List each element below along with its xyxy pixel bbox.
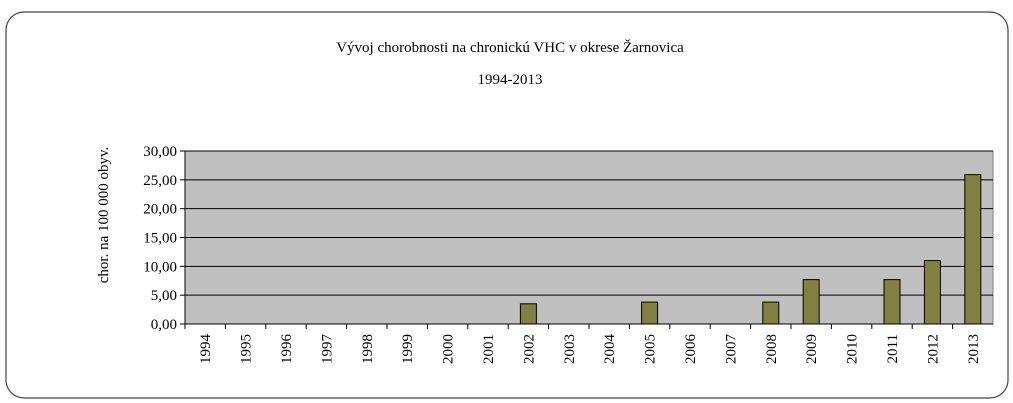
bar [519,303,537,325]
x-tick-label: 2002 [521,334,537,364]
x-tick-label: 2007 [723,334,739,365]
x-tick-label: 1994 [198,334,214,365]
y-tick-label: 20,00 [143,202,177,218]
x-tick-label: 2005 [643,334,659,364]
x-tick-label: 2013 [966,334,982,364]
x-tick-label: 2004 [602,334,618,365]
x-tick-label: 2006 [683,334,699,365]
x-tick-label: 1996 [279,334,295,365]
y-axis-label: chor. na 100 000 obyv. [96,147,112,284]
x-tick-label: 2008 [764,334,780,364]
chart-title: Vývoj chorobnosti na chronickú VHC v okr… [336,39,684,56]
bar [964,174,982,325]
chart-subtitle: 1994-2013 [478,72,543,88]
bar [883,279,901,325]
x-tick-label: 2010 [845,334,861,364]
x-tick-label: 1999 [400,334,416,364]
x-tick-label: 2011 [885,334,901,363]
x-tick-label: 1995 [239,334,255,364]
bar [802,279,820,325]
x-tick-label: 2003 [562,334,578,364]
y-tick-label: 15,00 [143,231,177,247]
bar [923,260,941,325]
y-tick-label: 0,00 [151,317,177,333]
x-tick-label: 1998 [360,334,376,364]
x-tick-label: 2001 [481,334,497,364]
y-tick-label: 25,00 [143,173,177,189]
y-tick-label: 10,00 [143,259,177,275]
x-tick-label: 2009 [804,334,820,364]
x-tick-label: 2000 [441,334,457,364]
x-tick-label: 2012 [925,334,941,364]
bar [641,301,659,325]
y-tick-label: 5,00 [151,288,177,304]
x-tick-label: 1997 [319,334,335,365]
bar [762,301,780,325]
y-tick-label: 30,00 [143,144,177,160]
